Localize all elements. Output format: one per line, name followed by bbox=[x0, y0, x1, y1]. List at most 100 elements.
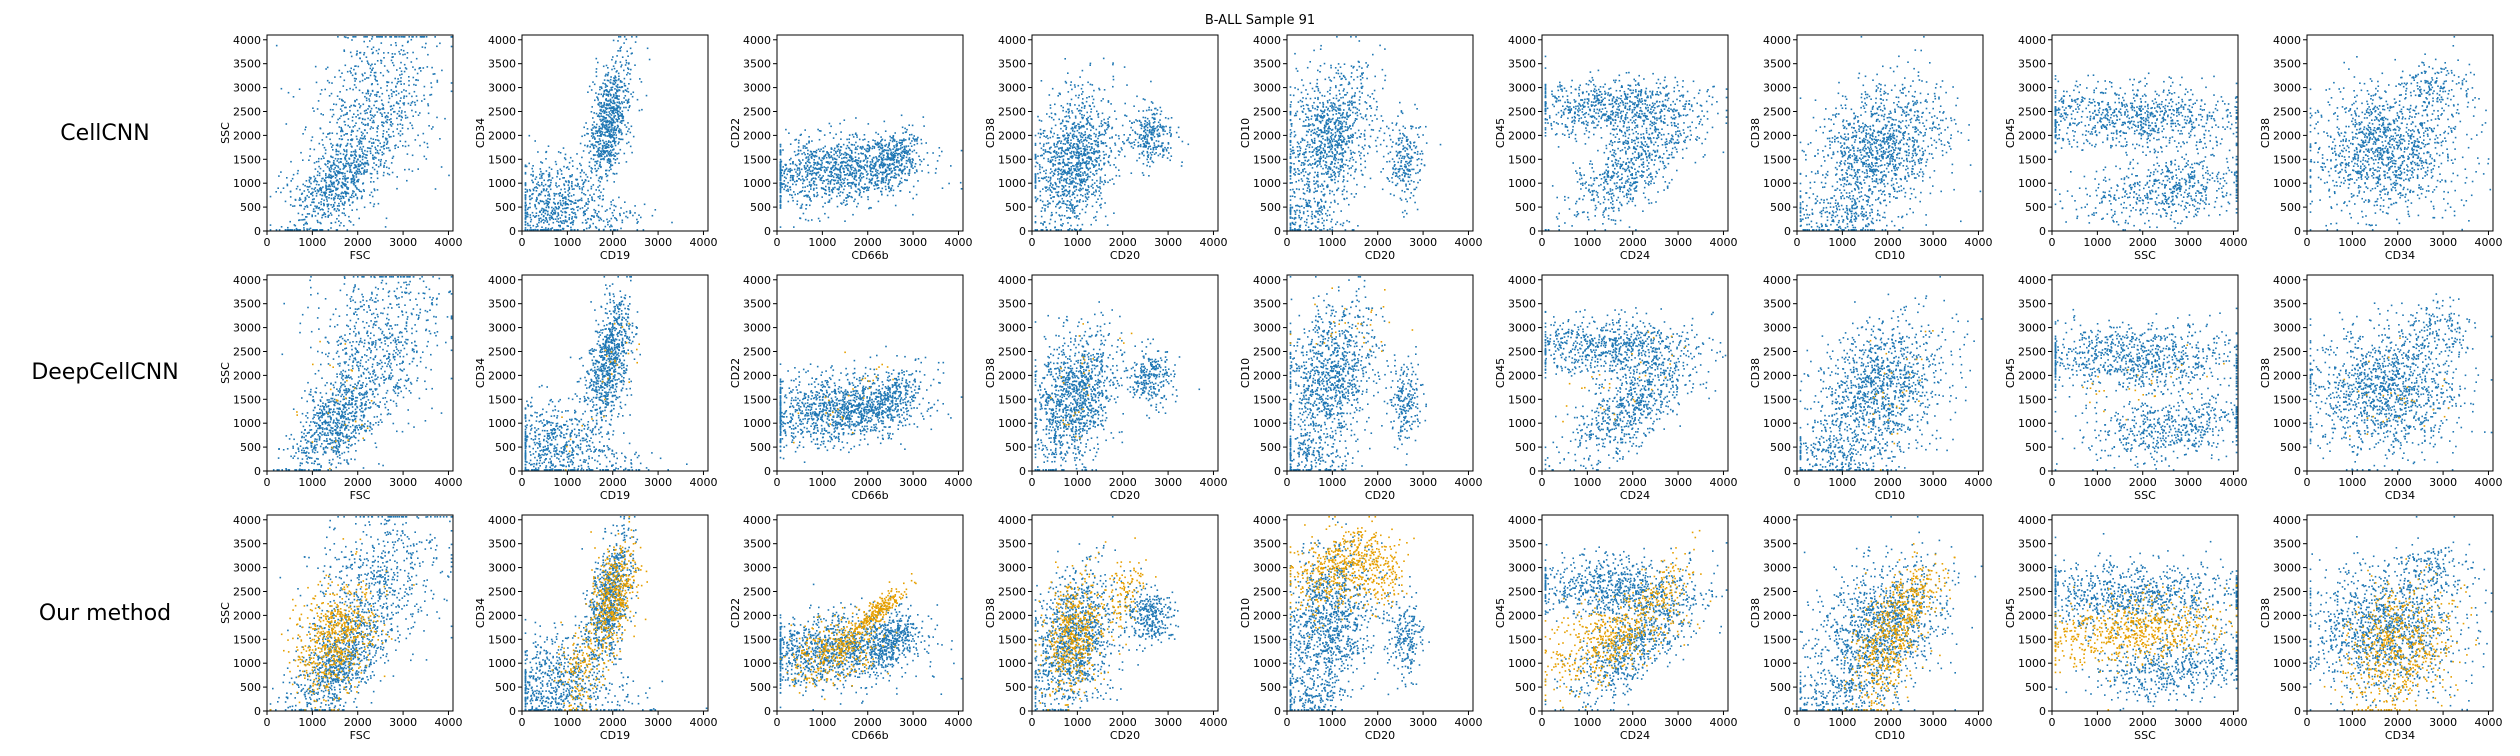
point-blue bbox=[828, 194, 831, 196]
point-blue bbox=[566, 220, 568, 223]
point-blue bbox=[613, 80, 616, 82]
point-blue bbox=[408, 36, 410, 38]
point-blue bbox=[334, 192, 337, 195]
point-blue bbox=[314, 215, 317, 217]
point-blue bbox=[615, 217, 617, 220]
point-blue bbox=[319, 189, 322, 191]
point-blue bbox=[423, 98, 426, 100]
point-blue bbox=[855, 169, 857, 172]
point-blue bbox=[601, 106, 603, 108]
point-blue bbox=[797, 152, 800, 155]
point-blue bbox=[779, 172, 782, 174]
point-blue bbox=[335, 188, 338, 190]
point-blue bbox=[324, 194, 326, 197]
point-blue bbox=[1067, 139, 1069, 142]
point-blue bbox=[828, 201, 831, 203]
point-blue bbox=[814, 177, 816, 180]
point-blue bbox=[804, 218, 807, 221]
point-blue bbox=[608, 150, 611, 153]
x-tick-label: 4000 bbox=[689, 236, 717, 249]
point-blue bbox=[824, 145, 826, 148]
point-blue bbox=[854, 151, 857, 154]
point-blue bbox=[576, 167, 579, 170]
point-blue bbox=[378, 95, 381, 98]
point-blue bbox=[535, 215, 538, 217]
point-blue bbox=[932, 152, 934, 154]
point-blue bbox=[365, 92, 368, 95]
point-blue bbox=[1038, 168, 1041, 171]
point-blue bbox=[355, 170, 358, 172]
point-blue bbox=[857, 145, 859, 148]
point-blue bbox=[623, 82, 626, 85]
point-blue bbox=[837, 173, 840, 176]
point-blue bbox=[620, 138, 623, 141]
point-blue bbox=[369, 128, 372, 130]
point-blue bbox=[352, 182, 355, 185]
point-blue bbox=[1098, 151, 1101, 153]
point-blue bbox=[1159, 125, 1162, 127]
point-blue bbox=[615, 129, 617, 132]
point-blue bbox=[567, 203, 570, 206]
point-blue bbox=[1099, 182, 1101, 185]
point-blue bbox=[874, 142, 877, 145]
point-blue bbox=[372, 46, 375, 49]
point-blue bbox=[391, 107, 394, 110]
point-blue bbox=[556, 175, 558, 178]
point-blue bbox=[813, 168, 816, 170]
point-blue bbox=[1099, 176, 1102, 179]
point-blue bbox=[561, 227, 564, 230]
point-blue bbox=[864, 138, 866, 141]
point-blue bbox=[595, 227, 598, 229]
point-blue bbox=[561, 193, 564, 196]
point-blue bbox=[624, 201, 626, 203]
point-blue bbox=[802, 159, 804, 161]
point-blue bbox=[877, 200, 880, 203]
point-blue bbox=[323, 179, 326, 181]
point-blue bbox=[383, 52, 385, 54]
point-blue bbox=[309, 155, 311, 157]
point-blue bbox=[1038, 119, 1041, 122]
point-blue bbox=[1047, 158, 1050, 160]
point-blue bbox=[386, 81, 388, 83]
point-blue bbox=[813, 193, 815, 196]
point-blue bbox=[824, 154, 826, 157]
point-blue bbox=[1086, 173, 1089, 176]
point-blue bbox=[608, 111, 610, 113]
point-blue bbox=[613, 134, 615, 136]
point-blue bbox=[312, 208, 315, 210]
point-blue bbox=[813, 183, 816, 186]
point-blue bbox=[858, 182, 860, 184]
point-blue bbox=[361, 121, 363, 124]
point-blue bbox=[612, 102, 614, 105]
point-blue bbox=[867, 187, 869, 190]
point-blue bbox=[1141, 151, 1143, 154]
point-blue bbox=[328, 194, 330, 196]
point-blue bbox=[794, 139, 796, 141]
point-blue bbox=[370, 177, 373, 179]
point-blue bbox=[335, 153, 338, 156]
point-blue bbox=[379, 142, 381, 145]
point-blue bbox=[1093, 166, 1095, 168]
point-blue bbox=[567, 198, 570, 201]
point-blue bbox=[1144, 120, 1146, 122]
point-blue bbox=[568, 192, 571, 194]
point-blue bbox=[393, 104, 395, 107]
point-blue bbox=[865, 156, 867, 158]
point-blue bbox=[372, 154, 374, 157]
point-blue bbox=[366, 154, 368, 157]
point-blue bbox=[894, 154, 897, 157]
point-blue bbox=[853, 177, 855, 180]
point-blue bbox=[555, 182, 557, 184]
point-blue bbox=[349, 196, 352, 198]
point-blue bbox=[350, 181, 353, 184]
point-blue bbox=[610, 164, 612, 167]
point-blue bbox=[324, 149, 327, 151]
point-blue bbox=[898, 160, 900, 162]
point-blue bbox=[428, 125, 430, 127]
point-blue bbox=[336, 208, 339, 210]
point-blue bbox=[588, 140, 591, 142]
point-blue bbox=[1052, 174, 1055, 177]
point-blue bbox=[605, 143, 607, 146]
point-blue bbox=[1062, 190, 1065, 193]
point-blue bbox=[916, 138, 918, 141]
